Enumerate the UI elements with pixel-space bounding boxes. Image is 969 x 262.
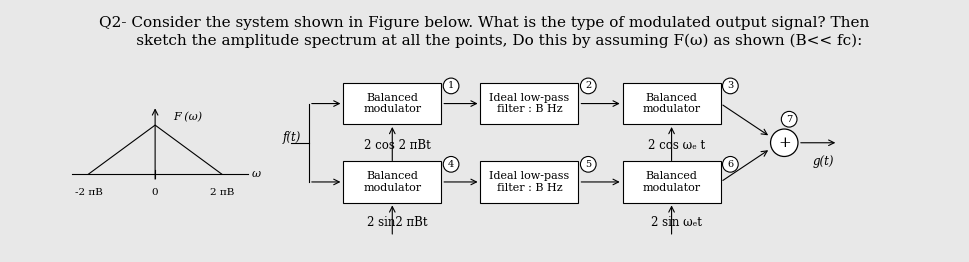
Text: +: + — [778, 136, 791, 150]
Text: 3: 3 — [728, 81, 734, 90]
Text: g(t): g(t) — [813, 155, 834, 167]
Text: 2 sin2 πBt: 2 sin2 πBt — [367, 216, 427, 229]
Circle shape — [723, 78, 738, 94]
Text: 5: 5 — [585, 160, 591, 169]
Bar — [343, 161, 441, 203]
Text: F (ω): F (ω) — [172, 112, 202, 122]
Text: 0: 0 — [152, 188, 159, 197]
Text: 2 sin ωₑt: 2 sin ωₑt — [651, 216, 702, 229]
Bar — [481, 161, 578, 203]
Text: 7: 7 — [786, 115, 793, 124]
Text: -2 πB: -2 πB — [75, 188, 103, 197]
Text: 1: 1 — [448, 81, 454, 90]
Circle shape — [443, 78, 459, 94]
Bar — [622, 161, 721, 203]
Text: 2 cos 2 πBt: 2 cos 2 πBt — [363, 139, 430, 152]
Circle shape — [723, 156, 738, 172]
Text: Ideal low-pass
filter : B Hz: Ideal low-pass filter : B Hz — [489, 171, 570, 193]
Text: 6: 6 — [728, 160, 734, 169]
Circle shape — [443, 156, 459, 172]
Text: Balanced
modulator: Balanced modulator — [363, 171, 422, 193]
Text: 2: 2 — [585, 81, 591, 90]
Text: Ideal low-pass
filter : B Hz: Ideal low-pass filter : B Hz — [489, 93, 570, 114]
Circle shape — [580, 156, 596, 172]
Text: Balanced
modulator: Balanced modulator — [642, 171, 701, 193]
Text: Balanced
modulator: Balanced modulator — [363, 93, 422, 114]
Bar — [343, 83, 441, 124]
Bar — [622, 83, 721, 124]
Text: 2 cos ωₑ t: 2 cos ωₑ t — [648, 139, 705, 152]
Text: 2 πB: 2 πB — [209, 188, 234, 197]
Text: Balanced
modulator: Balanced modulator — [642, 93, 701, 114]
Circle shape — [781, 111, 797, 127]
Bar — [481, 83, 578, 124]
Text: sketch the amplitude spectrum at all the points, Do this by assuming F(ω) as sho: sketch the amplitude spectrum at all the… — [107, 34, 862, 48]
Text: 4: 4 — [448, 160, 454, 169]
Circle shape — [770, 129, 798, 156]
Circle shape — [580, 78, 596, 94]
Text: Q2- Consider the system shown in Figure below. What is the type of modulated out: Q2- Consider the system shown in Figure … — [99, 16, 869, 30]
Text: ω: ω — [252, 169, 262, 179]
Text: f(t): f(t) — [283, 131, 301, 144]
